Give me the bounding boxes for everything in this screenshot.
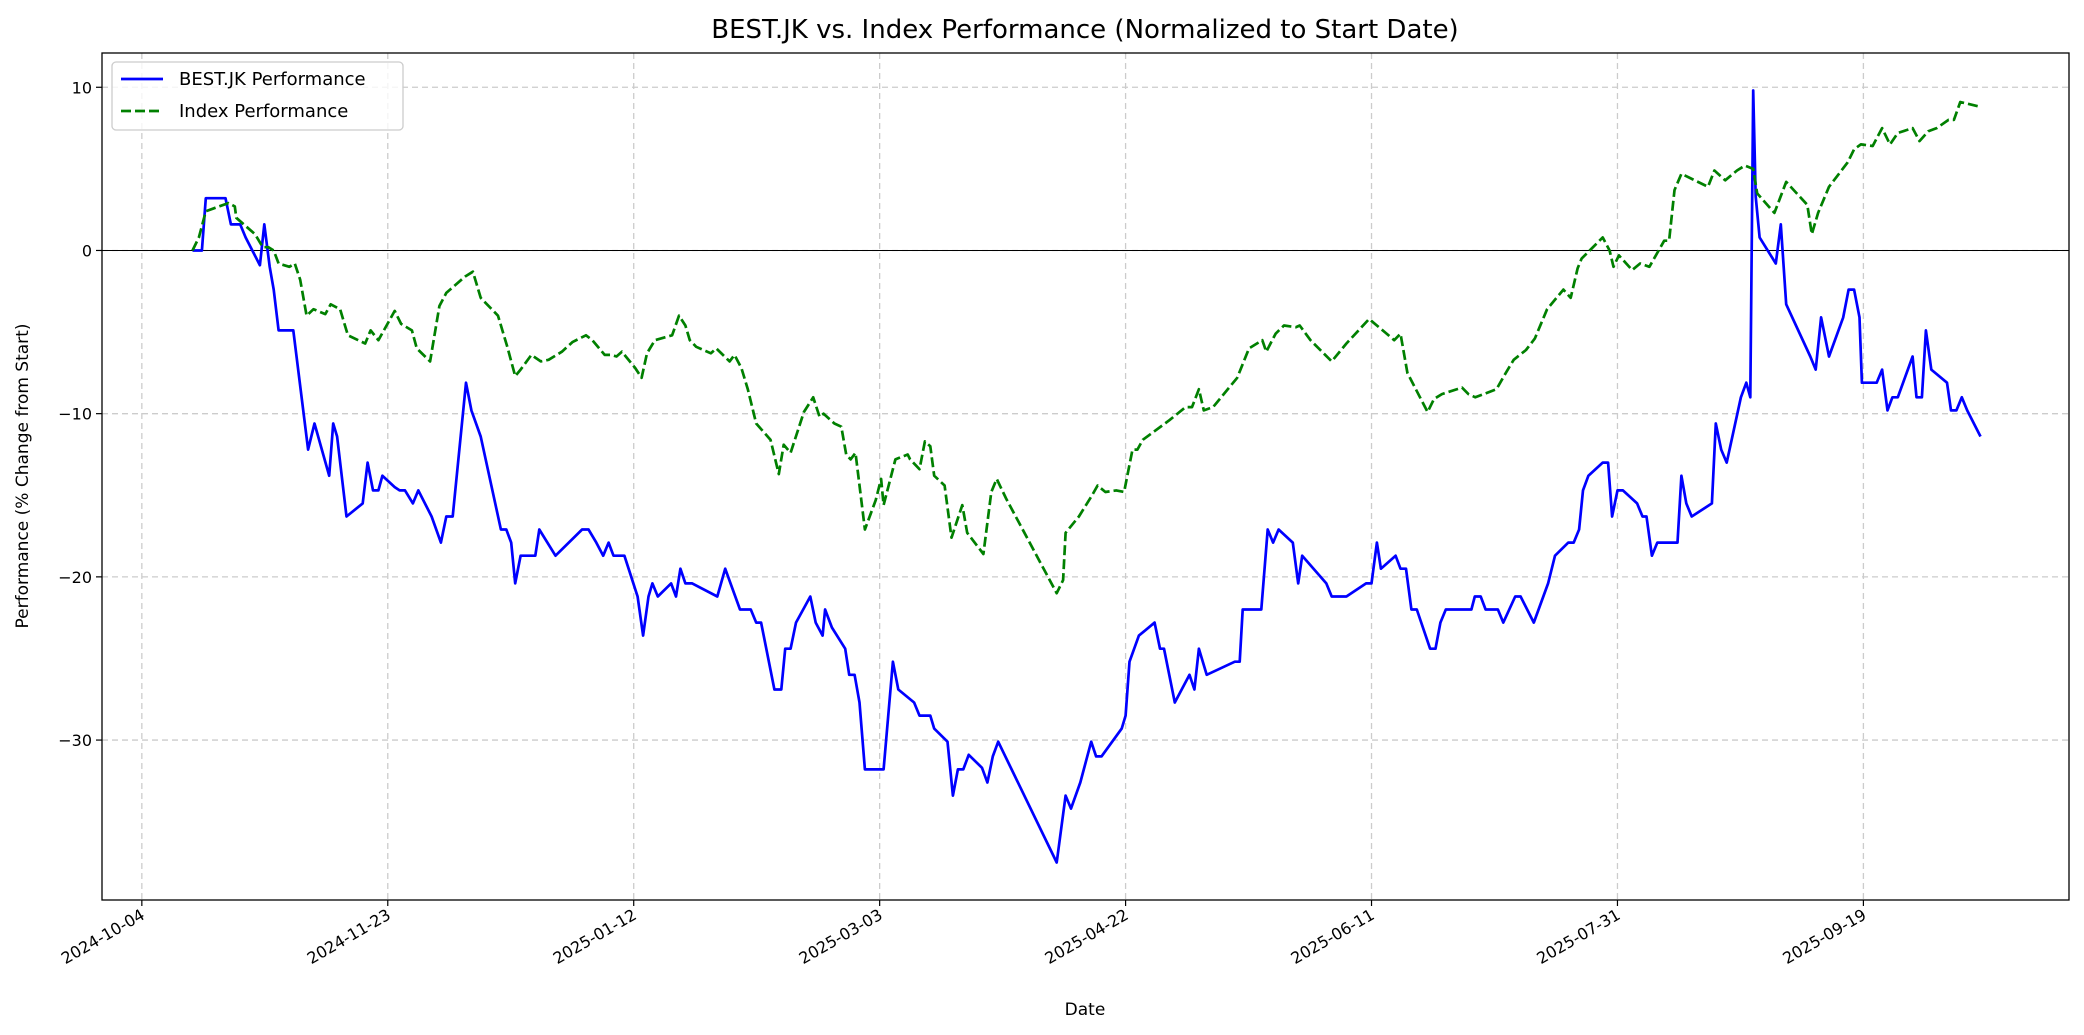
y-tick-label: −20	[58, 568, 92, 587]
x-tick-label: 2025-07-31	[1533, 905, 1623, 968]
x-tick-label: 2025-06-11	[1287, 905, 1377, 968]
x-axis-label: Date	[1065, 1000, 1106, 1020]
x-tick-label: 2024-10-04	[58, 905, 148, 968]
x-axis-ticks: 2024-10-04 2024-11-23 2025-01-12 2025-03-03…	[58, 900, 1869, 968]
y-axis-ticks: 10 0 −10 −20 −30	[58, 78, 102, 750]
y-tick-label: 10	[72, 78, 92, 97]
series-lines	[191, 89, 1982, 864]
index-performance-line	[191, 100, 1981, 595]
x-tick-label: 2025-01-12	[550, 905, 640, 968]
plot-frame	[101, 52, 2070, 901]
chart-title: BEST.JK vs. Index Performance (Normalize…	[711, 15, 1458, 45]
x-tick-label: 2025-03-03	[796, 905, 886, 968]
legend-label-index: Index Performance	[179, 101, 348, 122]
grid-lines	[102, 53, 2069, 900]
legend: BEST.JK Performance Index Performance	[111, 61, 404, 131]
legend-label-best: BEST.JK Performance	[179, 69, 366, 90]
x-tick-label: 2025-04-22	[1042, 905, 1132, 968]
legend-box	[111, 61, 404, 131]
y-tick-label: −10	[58, 405, 92, 424]
best-jk-performance-line	[192, 89, 1982, 864]
y-tick-label: −30	[58, 731, 92, 750]
y-tick-label: 0	[82, 241, 92, 260]
x-tick-label: 2025-09-19	[1779, 905, 1869, 968]
y-axis-label: Performance (% Change from Start)	[13, 324, 33, 629]
x-tick-label: 2024-11-23	[304, 905, 394, 968]
